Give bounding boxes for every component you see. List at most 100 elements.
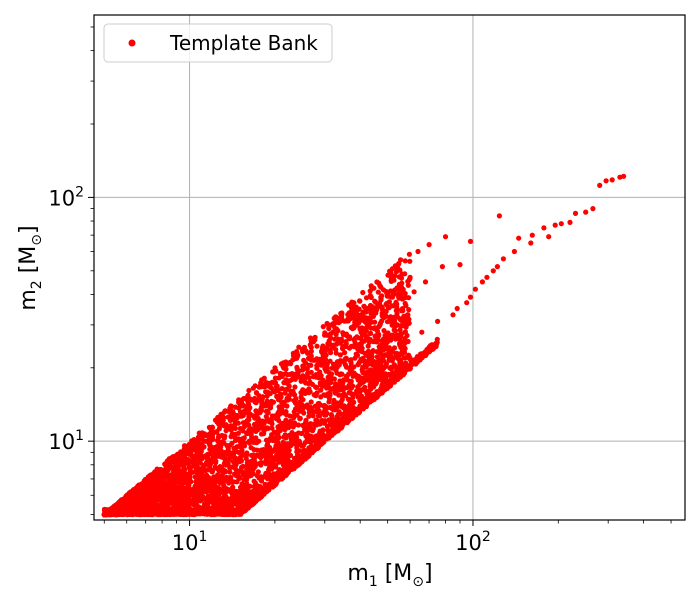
data-point bbox=[320, 324, 326, 330]
data-point bbox=[362, 384, 368, 390]
data-point bbox=[407, 258, 413, 264]
data-point bbox=[297, 415, 303, 421]
data-point bbox=[260, 394, 266, 400]
data-point bbox=[183, 511, 189, 517]
data-point bbox=[340, 412, 346, 418]
data-point bbox=[359, 380, 365, 386]
data-point bbox=[243, 483, 249, 489]
data-point bbox=[188, 443, 194, 449]
data-point bbox=[402, 335, 408, 342]
data-point bbox=[396, 293, 402, 299]
data-point bbox=[246, 467, 253, 474]
data-point bbox=[229, 450, 235, 456]
data-point bbox=[228, 423, 234, 430]
data-point bbox=[313, 433, 319, 439]
data-point bbox=[326, 399, 332, 405]
data-point bbox=[263, 454, 269, 460]
data-point bbox=[279, 410, 285, 416]
data-point bbox=[233, 473, 239, 479]
data-point bbox=[372, 359, 378, 365]
data-point bbox=[307, 356, 313, 362]
data-point bbox=[326, 417, 332, 423]
data-point bbox=[343, 374, 349, 380]
data-point bbox=[399, 323, 405, 329]
data-point bbox=[353, 351, 359, 357]
data-point bbox=[329, 423, 335, 429]
data-point bbox=[234, 500, 240, 506]
data-point bbox=[146, 479, 153, 485]
data-point bbox=[264, 393, 270, 399]
data-point bbox=[369, 354, 375, 360]
data-point bbox=[301, 424, 308, 430]
data-point bbox=[181, 446, 187, 452]
data-point bbox=[341, 391, 347, 397]
data-point bbox=[167, 488, 173, 494]
data-point bbox=[331, 406, 338, 412]
data-point bbox=[359, 332, 366, 338]
data-point bbox=[308, 421, 314, 427]
data-point bbox=[306, 409, 312, 416]
data-point bbox=[107, 508, 113, 514]
data-point bbox=[291, 390, 297, 397]
data-point bbox=[195, 438, 201, 444]
data-point bbox=[405, 282, 411, 288]
data-point bbox=[228, 489, 234, 495]
data-point bbox=[203, 453, 209, 459]
data-point bbox=[229, 440, 235, 446]
data-point bbox=[369, 284, 375, 290]
data-point bbox=[313, 372, 319, 378]
data-point bbox=[378, 342, 384, 348]
data-point bbox=[185, 456, 191, 463]
data-point bbox=[267, 449, 273, 455]
data-point bbox=[275, 387, 282, 393]
data-point bbox=[353, 304, 359, 310]
data-point bbox=[242, 440, 248, 446]
data-point bbox=[406, 307, 412, 313]
data-point bbox=[155, 479, 161, 485]
data-point bbox=[220, 481, 226, 487]
data-point bbox=[175, 453, 181, 459]
data-point bbox=[223, 487, 229, 493]
data-point bbox=[200, 481, 206, 487]
data-point bbox=[338, 336, 344, 342]
data-point bbox=[245, 403, 251, 409]
data-point bbox=[339, 311, 345, 317]
data-point bbox=[391, 277, 397, 283]
data-point bbox=[175, 488, 181, 494]
data-point bbox=[238, 413, 244, 419]
data-point bbox=[370, 348, 376, 354]
data-point bbox=[287, 413, 293, 419]
data-point bbox=[157, 511, 163, 517]
data-point bbox=[229, 410, 235, 416]
data-point bbox=[163, 463, 169, 469]
data-point bbox=[345, 312, 351, 318]
data-point bbox=[237, 484, 244, 490]
data-point bbox=[222, 408, 228, 414]
data-point bbox=[360, 368, 366, 375]
data-point bbox=[269, 413, 275, 419]
data-point bbox=[202, 508, 208, 514]
data-point bbox=[266, 465, 272, 471]
data-point bbox=[321, 402, 328, 409]
data-point bbox=[263, 437, 270, 443]
data-point bbox=[216, 447, 223, 453]
data-point bbox=[379, 338, 385, 344]
data-point bbox=[314, 365, 320, 371]
data-point bbox=[276, 449, 282, 455]
data-point bbox=[351, 399, 357, 405]
data-point bbox=[291, 398, 297, 404]
data-point bbox=[265, 389, 271, 395]
data-point bbox=[376, 300, 383, 307]
data-point bbox=[162, 509, 168, 515]
data-point bbox=[147, 485, 153, 491]
data-point bbox=[244, 488, 250, 494]
data-point bbox=[300, 363, 306, 369]
data-point bbox=[279, 399, 285, 406]
data-point bbox=[219, 454, 225, 460]
data-point bbox=[244, 476, 250, 483]
data-point bbox=[385, 330, 391, 336]
data-point bbox=[348, 343, 354, 349]
data-point bbox=[273, 416, 279, 422]
data-point bbox=[376, 280, 382, 286]
